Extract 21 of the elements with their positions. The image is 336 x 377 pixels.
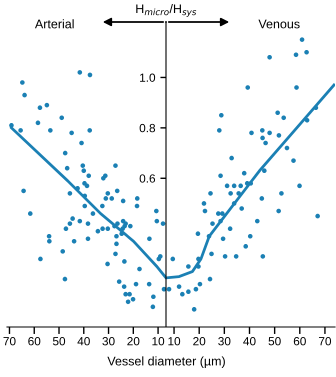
chart-title: Arterial — [34, 19, 74, 28]
x-tick-label: 40 — [243, 337, 256, 346]
x-tick-label: 40 — [77, 337, 90, 346]
y-axis-title: H$_{micro}$/H$_{sys}$ — [136, 4, 196, 17]
y-tick-label: 0.6 — [140, 174, 156, 183]
x-tick-label: 20 — [127, 337, 140, 346]
x-tick-label: 70 — [4, 337, 16, 346]
y-tick-label: 0.8 — [140, 124, 156, 132]
y-tick-label: 1.0 — [140, 73, 156, 82]
x-tick-label: 10 — [168, 337, 180, 346]
x-axis-title: Vessel diameter (µm) — [107, 356, 225, 368]
x-tick-label: 50 — [268, 337, 281, 346]
chart-title: Venous — [258, 20, 300, 28]
x-tick-label: 30 — [218, 337, 230, 346]
x-tick-label: 50 — [52, 337, 66, 346]
x-tick-label: 60 — [294, 337, 306, 346]
x-tick-label: 30 — [102, 337, 115, 346]
x-tick-label: 10 — [152, 337, 164, 346]
x-tick-label: 20 — [193, 337, 206, 346]
x-tick-label: 70 — [318, 337, 332, 346]
x-tick-label: 60 — [28, 337, 40, 346]
